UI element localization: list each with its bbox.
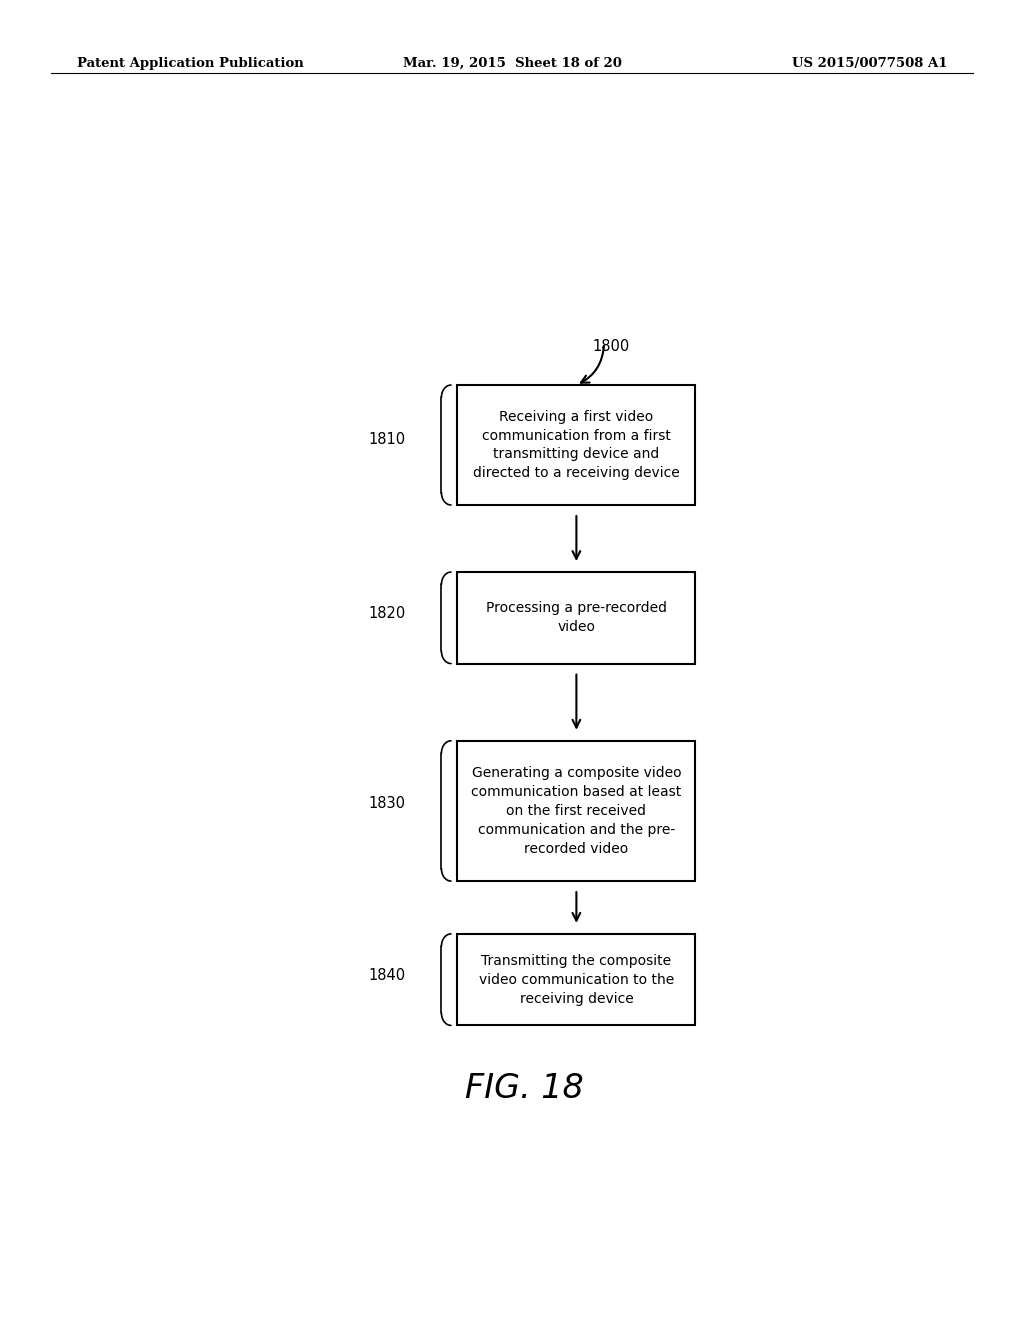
Text: 1820: 1820 xyxy=(369,606,406,620)
Bar xyxy=(458,572,695,664)
Text: Receiving a first video
communication from a first
transmitting device and
direc: Receiving a first video communication fr… xyxy=(473,409,680,480)
Text: US 2015/0077508 A1: US 2015/0077508 A1 xyxy=(792,57,947,70)
Text: Transmitting the composite
video communication to the
receiving device: Transmitting the composite video communi… xyxy=(479,954,674,1006)
Bar xyxy=(458,741,695,880)
Bar xyxy=(458,385,695,506)
Text: 1830: 1830 xyxy=(369,796,406,812)
Text: Generating a composite video
communication based at least
on the first received
: Generating a composite video communicati… xyxy=(471,766,682,855)
Text: 1840: 1840 xyxy=(369,968,406,982)
Text: Patent Application Publication: Patent Application Publication xyxy=(77,57,303,70)
Text: 1800: 1800 xyxy=(592,339,630,354)
Text: Processing a pre-recorded
video: Processing a pre-recorded video xyxy=(485,602,667,635)
Bar xyxy=(458,935,695,1026)
Text: FIG. 18: FIG. 18 xyxy=(466,1072,584,1105)
Text: Mar. 19, 2015  Sheet 18 of 20: Mar. 19, 2015 Sheet 18 of 20 xyxy=(402,57,622,70)
Text: 1810: 1810 xyxy=(369,432,406,446)
